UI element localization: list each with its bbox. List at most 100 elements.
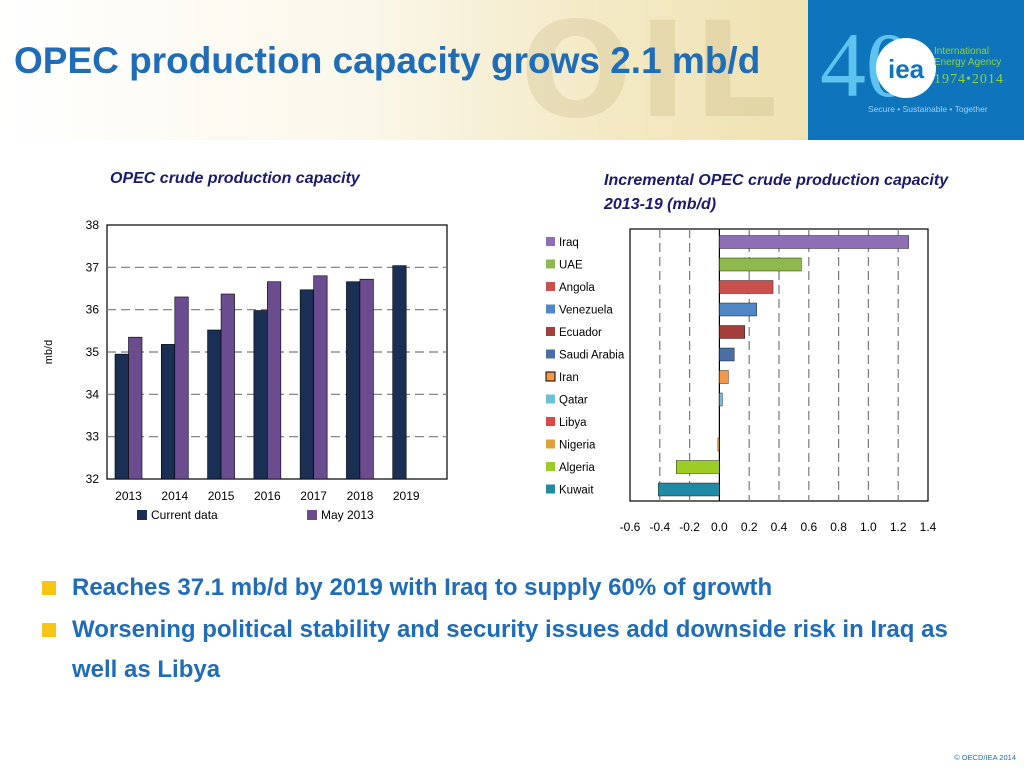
bullet-text: Reaches 37.1 mb/d by 2019 with Iraq to s… [72, 574, 773, 601]
bar-iran [719, 370, 729, 384]
legend-swatch [546, 259, 555, 269]
legend-label: UAE [559, 260, 583, 272]
legend-swatch [546, 282, 555, 291]
x-tick-label: 2017 [300, 489, 327, 503]
capacity-bar-chart: 32 33 34 35 36 37 38 mb/d 2013 2014 2015 2016 2017 20… [43, 218, 448, 522]
logo-wordmark: iea [888, 54, 925, 84]
bar-qatar [719, 392, 723, 407]
bar-current-data [253, 310, 268, 480]
legend-swatch [546, 484, 555, 494]
legend-swatch [546, 439, 555, 449]
bar-current-data [392, 265, 407, 480]
y-tick-label: 33 [86, 430, 100, 444]
legend-swatch [545, 371, 556, 382]
bullet-square-icon [42, 581, 56, 595]
y-axis-label: mb/d [43, 340, 55, 364]
legend-swatch [546, 237, 555, 246]
banner-oil-watermark: OIL [520, 0, 784, 140]
bullet-item: Worsening political stability and securi… [42, 610, 982, 690]
y-tick-label: 37 [86, 260, 100, 274]
x-tick-label: -0.6 [620, 520, 641, 534]
x-tick-label: 2014 [161, 489, 188, 503]
legend-swatch [546, 394, 555, 404]
x-tick-label: 2015 [208, 489, 235, 503]
logo-circle [876, 38, 936, 98]
legend-label: Saudi Arabia [559, 350, 625, 362]
legend-label: Nigeria [559, 440, 596, 452]
x-tick-label: 1.4 [920, 520, 937, 534]
y-tick-label: 34 [86, 387, 100, 401]
logo-tagline: Secure • Sustainable • Together [868, 104, 988, 114]
x-tick-label: 2013 [115, 489, 142, 503]
x-tick-label: 2019 [393, 489, 420, 503]
copyright: © OECD/IEA 2014 [954, 753, 1016, 762]
y-tick-label: 38 [86, 218, 100, 232]
x-tick-label: 0.6 [800, 520, 817, 534]
bar-angola [719, 280, 774, 294]
bar-may-2013 [220, 293, 235, 480]
legend-swatch [546, 327, 555, 336]
legend-label: Libya [559, 417, 587, 429]
logo-years: 1974•2014 [934, 72, 1004, 87]
right-chart-title: Incremental OPEC crude production capaci… [604, 172, 949, 213]
incremental-capacity-chart: -0.6 -0.4 -0.2 0.0 0.2 0.4 0.6 0.8 1.0 1.2 1.4 Iraq… [545, 228, 937, 534]
legend-label: Iran [559, 372, 579, 384]
header-banner: OIL [0, 0, 808, 140]
legend-label: Kuwait [559, 485, 594, 497]
legend-label: Current data [151, 508, 218, 522]
bar-may-2013 [267, 281, 282, 480]
bar-current-data [160, 344, 176, 480]
x-tick-label: -0.2 [679, 520, 700, 534]
legend-swatch [546, 417, 555, 426]
legend-label: Venezuela [559, 305, 613, 317]
x-tick-label: -0.4 [649, 520, 670, 534]
legend-swatch [546, 462, 555, 471]
bar-may-2013 [128, 336, 143, 480]
x-tick-label: 1.2 [890, 520, 907, 534]
left-chart-title: OPEC crude production capacity [110, 170, 360, 187]
y-tick-label: 36 [86, 303, 100, 317]
bullet-text: Worsening political stability and securi… [72, 616, 948, 683]
legend-swatch [546, 349, 555, 359]
y-tick-label: 35 [86, 345, 100, 359]
legend-label: Iraq [559, 237, 579, 249]
legend-label: May 2013 [321, 508, 374, 522]
iea-logo-panel: 40 iea International Energy Agency 1974•… [808, 0, 1024, 140]
bar-kuwait [658, 482, 720, 497]
x-tick-label: 2016 [254, 489, 281, 503]
legend-label: Ecuador [559, 327, 602, 339]
y-tick-label: 32 [86, 472, 100, 486]
x-tick-label: 0.4 [771, 520, 788, 534]
legend-swatch [137, 510, 147, 520]
bar-uae [719, 257, 802, 272]
legend-label: Algeria [559, 462, 595, 474]
x-tick-label: 2018 [347, 489, 374, 503]
logo-org-line-2: Energy Agency [934, 57, 1002, 68]
bar-nigeria [717, 437, 720, 452]
bar-current-data [207, 329, 222, 480]
bar-saudi-arabia [719, 347, 735, 362]
bar-current-data [114, 353, 129, 480]
bullet-square-icon [42, 623, 56, 637]
bar-may-2013 [174, 296, 189, 480]
legend-swatch [546, 304, 555, 314]
x-tick-label: 0.0 [711, 520, 728, 534]
bullet-item: Reaches 37.1 mb/d by 2019 with Iraq to s… [42, 568, 982, 608]
legend-label: Angola [559, 282, 595, 294]
logo-org-line-1: International [934, 46, 990, 57]
bar-current-data [346, 281, 361, 480]
bar-algeria [675, 460, 720, 474]
bar-current-data [299, 289, 314, 480]
x-tick-label: 0.2 [741, 520, 758, 534]
bullet-list: Reaches 37.1 mb/d by 2019 with Iraq to s… [42, 568, 982, 692]
page-title: OPEC production capacity grows 2.1 mb/d [14, 40, 761, 81]
x-tick-label: 0.8 [830, 520, 847, 534]
legend-swatch [307, 510, 317, 520]
bar-venezuela [719, 302, 757, 317]
legend-label: Qatar [559, 395, 588, 407]
bar-ecuador [719, 325, 745, 339]
bar-iraq [719, 235, 909, 249]
x-tick-label: 1.0 [860, 520, 877, 534]
bar-may-2013 [313, 275, 328, 480]
iea-40-logo-icon: 40 iea [820, 14, 936, 116]
